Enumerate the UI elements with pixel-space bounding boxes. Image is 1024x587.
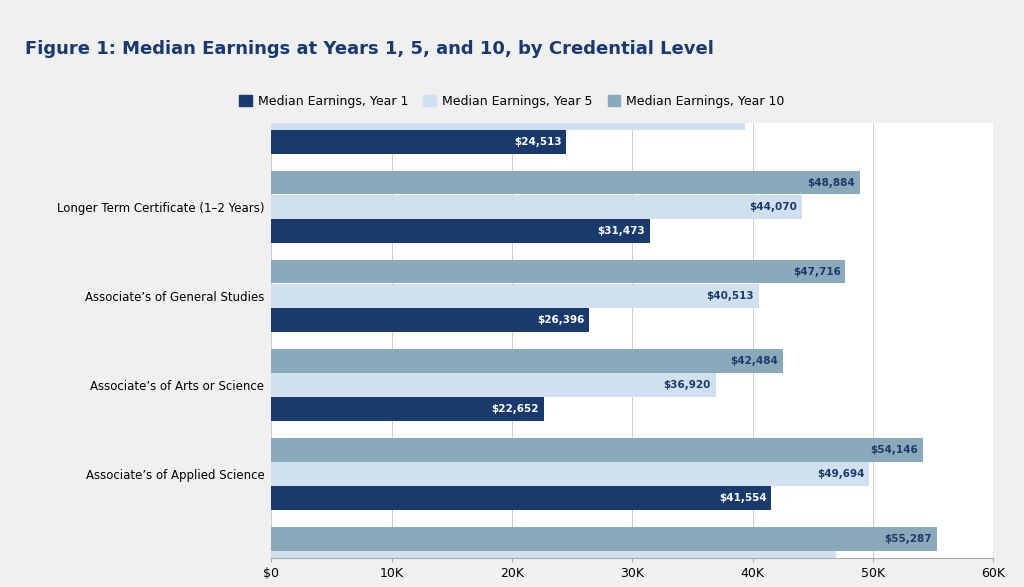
Text: $55,287: $55,287 [884, 534, 932, 544]
Text: $47,716: $47,716 [793, 267, 841, 277]
Bar [271, 82, 921, 106]
Bar [271, 349, 782, 373]
Text: $33,091: $33,091 [617, 582, 665, 587]
Bar [271, 220, 650, 242]
Text: $41,554: $41,554 [719, 493, 767, 503]
Text: $31,473: $31,473 [597, 226, 645, 236]
Text: $36,920: $36,920 [664, 380, 711, 390]
Bar [271, 527, 937, 551]
Bar [271, 551, 836, 575]
Bar [271, 261, 846, 284]
Text: $44,070: $44,070 [749, 202, 797, 212]
Bar [271, 308, 589, 332]
Text: $49,694: $49,694 [817, 469, 864, 479]
Legend: Median Earnings, Year 1, Median Earnings, Year 5, Median Earnings, Year 10: Median Earnings, Year 1, Median Earnings… [240, 95, 784, 108]
Bar [271, 487, 771, 510]
Bar [271, 438, 923, 461]
Bar [271, 195, 802, 218]
Bar [271, 171, 859, 194]
Bar [271, 575, 670, 587]
Text: $39,391: $39,391 [693, 113, 740, 123]
Text: $54,146: $54,146 [870, 445, 919, 455]
Text: $42,484: $42,484 [730, 356, 777, 366]
Text: $22,652: $22,652 [492, 404, 539, 414]
Bar [271, 106, 745, 130]
Bar [271, 130, 566, 154]
Bar [271, 463, 869, 485]
Bar [271, 373, 716, 397]
Text: $26,396: $26,396 [537, 315, 584, 325]
Text: $24,513: $24,513 [514, 137, 561, 147]
Bar [271, 284, 759, 308]
Text: $40,513: $40,513 [707, 291, 754, 301]
Text: $53,940: $53,940 [868, 89, 915, 99]
Bar [271, 397, 544, 420]
Text: Figure 1: Median Earnings at Years 1, 5, and 10, by Credential Level: Figure 1: Median Earnings at Years 1, 5,… [26, 40, 714, 58]
Text: $48,884: $48,884 [807, 178, 855, 188]
Text: $46,930: $46,930 [783, 558, 831, 568]
